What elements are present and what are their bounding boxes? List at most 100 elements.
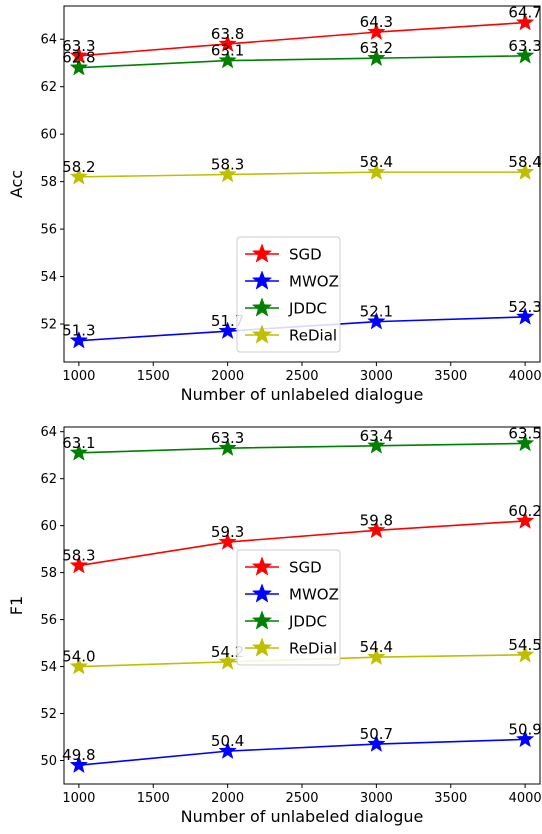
legend-label-jddc: JDDC [288, 613, 327, 631]
data-label-sgd: 59.8 [360, 511, 393, 529]
legend-marker-redial [251, 324, 273, 344]
legend-box [236, 549, 341, 666]
data-point-jddc [69, 443, 89, 461]
series-line-jddc [78, 55, 526, 69]
data-point-mwoz [367, 311, 386, 330]
legend-label-redial: ReDial [289, 640, 337, 658]
legend-label-mwoz: MWOZ [289, 586, 339, 604]
y-axis-label: Acc [7, 170, 26, 198]
data-point-redial [218, 164, 237, 183]
y-tick-label: 52 [40, 318, 57, 333]
data-label-jddc: 63.3 [211, 429, 244, 447]
legend-marker-mwoz [251, 583, 273, 603]
data-point-sgd [515, 12, 535, 31]
data-point-redial [367, 162, 386, 180]
data-point-mwoz [218, 741, 237, 759]
legend-marker-sgd [251, 243, 273, 263]
y-axis-label: F1 [7, 596, 26, 615]
y-tick-label: 56 [40, 613, 57, 628]
x-tick-label: 1500 [137, 791, 170, 806]
y-tick-label: 60 [40, 519, 57, 534]
legend-label-redial: ReDial [289, 327, 337, 345]
data-label-redial: 54.2 [211, 643, 244, 661]
series-line-redial [78, 171, 526, 178]
series-line-sgd [78, 520, 526, 567]
data-point-jddc [367, 48, 386, 67]
data-point-redial [367, 647, 386, 666]
series-line-sgd [78, 21, 526, 57]
data-point-mwoz [69, 755, 89, 774]
chart-panel-1: 1000 1500 2000 2500 3000 3500 4000 52 54 56 58 60 62… [7, 4, 542, 404]
data-point-redial [69, 167, 89, 185]
data-label-redial: 54.4 [360, 638, 393, 656]
data-label-sgd: 59.3 [211, 523, 244, 541]
legend-marker-jddc [251, 297, 273, 317]
data-label-mwoz: 51.7 [211, 312, 244, 330]
data-label-jddc: 63.5 [508, 424, 541, 442]
x-tick-label: 4000 [509, 369, 542, 384]
data-point-jddc [367, 436, 386, 454]
data-point-jddc [69, 57, 89, 76]
legend: SGD MWOZ JDDC ReDial [236, 236, 341, 353]
chart-panel-2: 1000 1500 2000 2500 3000 3500 4000 50 52 54 56 58 60… [7, 424, 542, 826]
data-label-redial: 58.3 [211, 156, 244, 174]
y-tick-label: 64 [40, 425, 57, 440]
x-tick-label: 4000 [509, 791, 542, 806]
y-tick-label: 50 [40, 754, 57, 769]
x-tick-label: 2500 [285, 369, 318, 384]
y-tick-label: 56 [40, 223, 57, 238]
data-label-sgd: 60.2 [508, 502, 541, 520]
data-label-jddc: 63.4 [360, 427, 393, 445]
data-label-redial: 54.5 [508, 636, 541, 654]
data-label-redial: 58.2 [62, 158, 95, 176]
legend-box [236, 236, 341, 353]
legend-marker-sgd [251, 556, 273, 576]
data-point-redial [515, 645, 535, 663]
data-label-jddc: 63.1 [62, 434, 95, 452]
legend-label-mwoz: MWOZ [289, 273, 339, 291]
data-point-sgd [515, 511, 535, 529]
data-point-mwoz [69, 330, 89, 349]
data-point-mwoz [515, 729, 535, 748]
x-axis-label: Number of unlabeled dialogue [181, 807, 424, 826]
data-point-mwoz [515, 307, 535, 325]
y-tick-label: 58 [40, 566, 57, 581]
series-line-jddc [78, 442, 526, 454]
y-tick-label: 60 [40, 128, 57, 143]
x-tick-label: 3500 [434, 791, 467, 806]
data-label-sgd: 64.3 [360, 13, 393, 31]
y-tick-label: 62 [40, 80, 57, 95]
data-point-jddc [515, 46, 535, 64]
x-tick-label: 3500 [434, 369, 467, 384]
data-point-sgd [218, 34, 237, 52]
data-label-jddc: 63.3 [508, 37, 541, 55]
data-point-sgd [69, 555, 89, 574]
data-point-redial [69, 656, 89, 675]
data-label-sgd: 58.3 [62, 547, 95, 565]
legend-marker-jddc [251, 610, 273, 630]
legend-label-sgd: SGD [289, 246, 322, 264]
data-point-sgd [218, 532, 237, 550]
data-label-redial: 54.0 [62, 648, 95, 666]
data-label-redial: 58.4 [508, 153, 541, 171]
data-label-jddc: 62.8 [62, 49, 95, 67]
y-tick-label: 54 [40, 660, 57, 675]
x-tick-label: 3000 [360, 791, 393, 806]
legend-label-jddc: JDDC [288, 300, 327, 318]
data-point-sgd [367, 22, 386, 40]
data-label-mwoz: 52.3 [508, 298, 541, 316]
x-tick-label: 1000 [62, 369, 95, 384]
data-point-jddc [218, 50, 237, 69]
data-point-jddc [218, 438, 237, 456]
data-label-jddc: 63.1 [211, 42, 244, 60]
data-point-jddc [515, 433, 535, 452]
data-label-redial: 58.4 [360, 153, 393, 171]
data-label-sgd: 63.3 [62, 37, 95, 55]
y-tick-label: 54 [40, 270, 57, 285]
y-tick-label: 52 [40, 707, 57, 722]
legend: SGD MWOZ JDDC ReDial [236, 549, 341, 666]
x-tick-label: 2000 [211, 791, 244, 806]
x-tick-label: 3000 [360, 369, 393, 384]
x-tick-label: 1500 [137, 369, 170, 384]
